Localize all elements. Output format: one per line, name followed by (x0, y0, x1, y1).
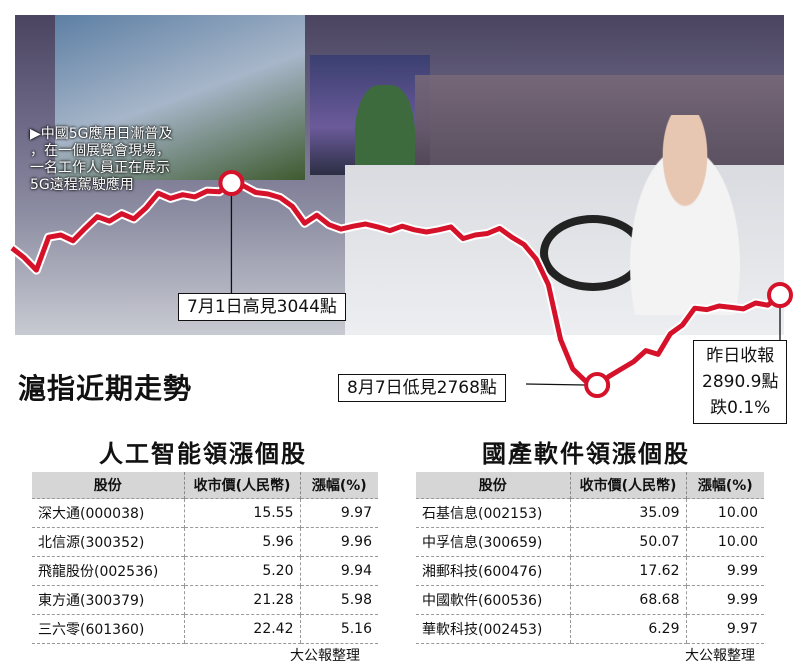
table-row: 華軟科技(002453) 6.29 9.97 (416, 614, 764, 644)
stock-name: 中孚信息(300659) (416, 527, 570, 557)
table-software-stocks: 股份 收市價(人民幣) 漲幅(%) 石基信息(002153) 35.09 10.00… (416, 472, 764, 644)
caption-line: ▶中國5G應用日漸普及 (30, 126, 173, 142)
table-row: 中國軟件(600536) 68.68 9.99 (416, 585, 764, 615)
index-line-chart (9, 170, 793, 398)
series-line (10, 180, 782, 388)
close-value: 2890.9點 (702, 372, 779, 392)
table-title-software: 國產軟件領漲個股 (482, 440, 690, 468)
source-note: 大公報整理 (685, 648, 755, 664)
stock-price: 50.07 (569, 527, 686, 557)
stock-change: 9.94 (299, 556, 378, 586)
stock-name: 石基信息(002153) (416, 498, 570, 528)
stock-name: 三六零(601360) (32, 614, 184, 644)
stock-price: 68.68 (569, 585, 686, 615)
stock-price: 21.28 (183, 585, 300, 615)
table-row: 石基信息(002153) 35.09 10.00 (416, 498, 764, 528)
stock-change: 9.99 (685, 585, 764, 615)
stock-change: 9.99 (685, 556, 764, 586)
stock-name: 飛龍股份(002536) (32, 556, 184, 586)
exhibition-photo (15, 15, 784, 335)
high-annotation: 7月1日高見3044點 (178, 293, 346, 321)
photo-screen (55, 15, 305, 180)
stock-price: 6.29 (569, 614, 686, 644)
close-label: 昨日收報 (706, 346, 775, 366)
stock-name: 華軟科技(002453) (416, 614, 570, 644)
high-point-marker (218, 170, 245, 196)
stock-change: 10.00 (685, 527, 764, 557)
stock-name: 中國軟件(600536) (416, 585, 570, 615)
column-header: 收市價(人民幣) (183, 472, 300, 499)
stock-change: 9.97 (685, 614, 764, 644)
series-line-halo (9, 178, 783, 390)
table-row: 中孚信息(300659) 50.07 10.00 (416, 527, 764, 557)
table-ai-stocks: 股份 收市價(人民幣) 漲幅(%) 深大通(000038) 15.55 9.97 北… (32, 472, 378, 644)
stock-price: 35.09 (569, 498, 686, 528)
low-leader-line (525, 383, 586, 386)
stock-name: 東方通(300379) (32, 585, 184, 615)
stock-change: 5.98 (299, 585, 378, 615)
close-annotation: 昨日收報 2890.9點 跌0.1% (693, 340, 788, 424)
column-header: 股份 (416, 472, 570, 499)
stock-price: 22.42 (183, 614, 300, 644)
caption-line: ，在一個展覽會現場， (30, 143, 170, 159)
stock-change: 9.97 (299, 498, 378, 528)
stock-price: 5.20 (183, 556, 300, 586)
source-note: 大公報整理 (290, 648, 360, 664)
table-header-row: 股份 收市價(人民幣) 漲幅(%) (32, 472, 378, 499)
stock-name: 湘郵科技(600476) (416, 556, 570, 586)
table-row: 湘郵科技(600476) 17.62 9.99 (416, 556, 764, 586)
stock-change: 5.16 (299, 614, 378, 644)
stock-change: 9.96 (299, 527, 378, 557)
column-header: 漲幅(%) (299, 472, 378, 499)
stock-price: 15.55 (183, 498, 300, 528)
table-row: 飛龍股份(002536) 5.20 9.94 (32, 556, 378, 586)
low-point-marker (584, 372, 611, 398)
close-point-marker (767, 282, 793, 309)
photo-worker (615, 115, 755, 315)
table-row: 深大通(000038) 15.55 9.97 (32, 498, 378, 528)
photo-caption: ▶中國5G應用日漸普及 ，在一個展覽會現場， 一名工作人員正在展示 5G遠程駕駛… (30, 126, 240, 194)
stock-name: 深大通(000038) (32, 498, 184, 528)
table-title-ai: 人工智能領漲個股 (99, 440, 307, 468)
stock-price: 5.96 (183, 527, 300, 557)
stock-change: 10.00 (685, 498, 764, 528)
table-row: 三六零(601360) 22.42 5.16 (32, 614, 378, 644)
stock-name: 北信源(300352) (32, 527, 184, 557)
caption-line: 一名工作人員正在展示 (30, 160, 170, 176)
caption-line: 5G遠程駕駛應用 (30, 177, 134, 193)
table-header-row: 股份 收市價(人民幣) 漲幅(%) (416, 472, 764, 499)
chart-title: 滬指近期走勢 (18, 372, 193, 405)
column-header: 股份 (32, 472, 184, 499)
close-change: 跌0.1% (710, 398, 771, 418)
low-annotation: 8月7日低見2768點 (338, 374, 506, 402)
table-row: 東方通(300379) 21.28 5.98 (32, 585, 378, 615)
stock-price: 17.62 (569, 556, 686, 586)
column-header: 收市價(人民幣) (569, 472, 686, 499)
table-row: 北信源(300352) 5.96 9.96 (32, 527, 378, 557)
column-header: 漲幅(%) (685, 472, 764, 499)
